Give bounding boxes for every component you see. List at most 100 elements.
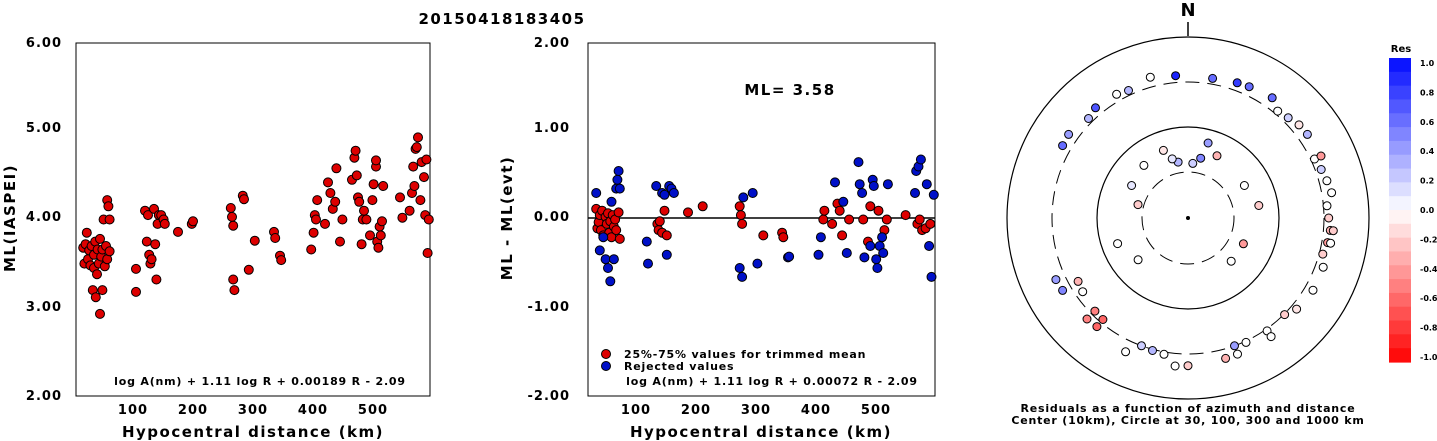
residual-vs-distance-plot: -2.00 -1.00 0.00 1.00 2.00 100 200 300 4… <box>498 36 939 441</box>
data-point <box>103 201 114 212</box>
data-point <box>422 248 433 258</box>
formula-label: log A(nm) + 1.11 log R + 0.00072 R - 2.0… <box>626 375 918 388</box>
dashed-circle-30 <box>1141 171 1235 265</box>
station-marker <box>1127 181 1137 190</box>
station-marker <box>1188 158 1198 168</box>
data-point-member <box>865 201 876 212</box>
colorbar-swatch <box>1389 127 1411 142</box>
station-marker <box>1226 256 1236 266</box>
north-label: N <box>1180 0 1195 21</box>
colorbar-tick-label: 0.8 <box>1420 88 1435 97</box>
data-point-rejected <box>928 189 939 200</box>
data-point <box>395 192 405 203</box>
data-point <box>354 196 365 207</box>
data-point-rejected <box>651 181 662 191</box>
station-marker <box>1137 341 1146 351</box>
formula-label: log A(nm) + 1.11 log R + 0.00189 R - 2.0… <box>114 375 406 388</box>
figure-title: 20150418183405 <box>418 10 585 28</box>
station-marker <box>1121 347 1131 357</box>
data-point <box>312 195 323 206</box>
data-point <box>311 214 321 225</box>
station-marker <box>1078 287 1088 297</box>
station-marker <box>1139 160 1149 170</box>
x-tick-label: 200 <box>178 403 208 418</box>
station-marker <box>1239 181 1249 190</box>
station-marker <box>1051 275 1061 285</box>
station-marker <box>1167 154 1177 164</box>
colorbar-swatches <box>1389 58 1411 363</box>
y-tick-label: 5.00 <box>26 121 62 136</box>
data-point <box>306 244 317 255</box>
station-marker <box>1308 285 1318 295</box>
data-point-member <box>834 205 845 216</box>
colorbar-swatch <box>1389 182 1411 197</box>
colorbar-swatch <box>1389 85 1411 101</box>
station-marker <box>1208 73 1218 83</box>
colorbar-tick-label: -0.6 <box>1420 294 1437 303</box>
station-marker <box>1091 103 1100 113</box>
data-point <box>375 230 386 241</box>
station-marker <box>1171 71 1181 81</box>
colorbar-swatch <box>1389 210 1411 225</box>
data-point <box>361 214 372 225</box>
station-marker <box>1241 337 1251 347</box>
data-point-rejected <box>605 276 616 287</box>
station-marker <box>1183 361 1193 371</box>
data-points <box>591 154 939 287</box>
station-marker <box>1113 239 1123 249</box>
data-point-rejected <box>926 271 937 282</box>
data-point-member <box>735 210 746 221</box>
data-point-rejected <box>882 179 893 190</box>
data-point <box>90 292 101 303</box>
station-marker <box>1196 153 1206 163</box>
data-point <box>323 177 333 188</box>
colorbar-swatch <box>1389 348 1411 363</box>
colorbar-tick-labels: 1.0 0.8 0.6 0.4 0.2 0.0 -0.2 -0.4 -0.6 -0.8 -1.0 <box>1420 59 1437 362</box>
station-marker <box>1221 353 1231 363</box>
colorbar-swatch <box>1389 113 1411 128</box>
data-point-member <box>837 230 848 241</box>
data-point-rejected <box>738 192 749 203</box>
colorbar-title: Res <box>1391 44 1411 55</box>
y-tick-label: 4.00 <box>26 210 62 225</box>
data-point <box>239 194 249 205</box>
station-marker <box>1148 346 1157 355</box>
data-point-member <box>881 214 892 225</box>
colorbar-tick-label: 1.0 <box>1420 59 1435 68</box>
data-point <box>151 274 162 285</box>
data-point-rejected <box>853 157 864 168</box>
colorbar-swatch <box>1389 334 1411 349</box>
data-point <box>350 145 361 156</box>
outer-circle <box>1006 36 1370 400</box>
data-point <box>228 274 239 285</box>
data-point <box>131 263 141 274</box>
data-point-member <box>654 216 665 227</box>
data-point-member <box>873 205 884 216</box>
data-point <box>95 233 105 244</box>
x-axis-label: Hypocentral distance (km) <box>122 423 384 441</box>
station-marker <box>1133 255 1143 265</box>
station-marker <box>1294 120 1304 130</box>
legend: 25%-75% values for trimmed mean Rejected… <box>601 348 865 373</box>
data-point-member <box>858 214 869 225</box>
data-point <box>270 233 281 243</box>
colorbar-tick-label: 0.2 <box>1420 177 1434 186</box>
x-tick-label: 500 <box>358 403 388 418</box>
plot-frame <box>75 42 431 397</box>
data-point-member <box>613 207 624 218</box>
station-marker <box>1098 315 1108 324</box>
data-points <box>78 132 434 319</box>
data-point-member <box>659 205 670 216</box>
x-tick-label: 400 <box>298 403 328 418</box>
azimuth-residual-map: N Residuals as a function of azimuth and… <box>1006 0 1370 427</box>
data-point <box>397 212 408 223</box>
ml-value-label: ML= 3.58 <box>744 81 835 99</box>
data-point <box>351 170 362 181</box>
data-point <box>409 181 420 191</box>
data-point-member <box>683 207 693 218</box>
data-point-rejected <box>603 263 613 273</box>
data-point-rejected <box>924 241 935 251</box>
inner-circle-100 <box>1096 126 1280 310</box>
station-marker <box>1316 165 1326 174</box>
data-point-rejected <box>734 263 745 273</box>
